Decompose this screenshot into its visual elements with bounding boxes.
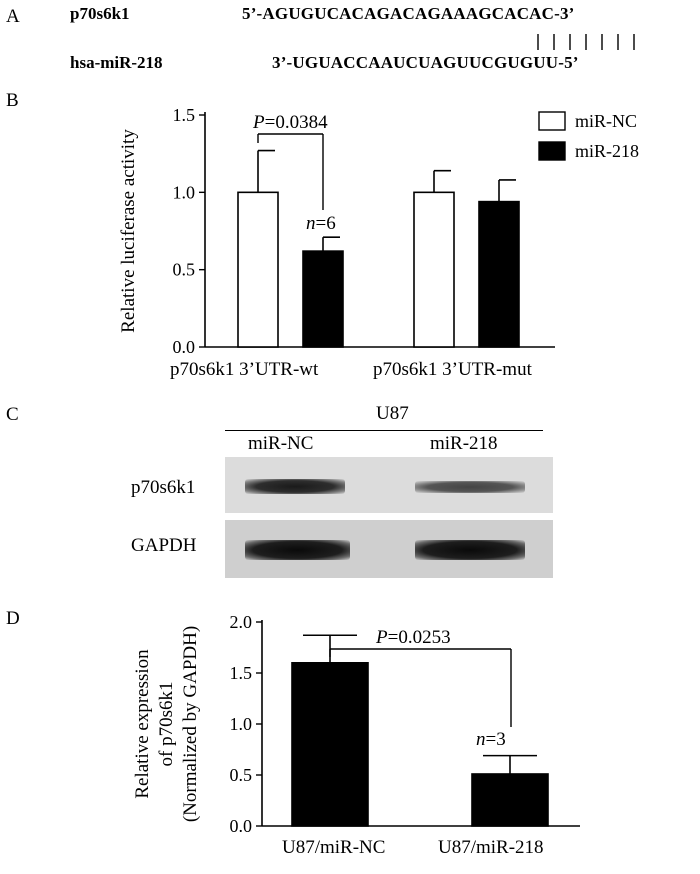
blot-row-label-gapdh: GAPDH <box>131 535 197 556</box>
bar <box>478 200 520 348</box>
luciferase-chart: 0.0 0.5 1.0 1.5 Relative luciferase activity… <box>118 105 639 380</box>
pairing-lines <box>537 34 635 50</box>
cell-line-bracket <box>225 430 543 431</box>
legend-swatch <box>538 111 566 131</box>
x-category-label: U87/miR-NC <box>282 837 385 858</box>
gene-sequence: 5’-AGUGUCACAGACAGAAAGCACAC-3’ <box>242 4 575 23</box>
lane-label-mir-nc: miR-NC <box>248 433 314 454</box>
expression-chart: 0.0 0.5 1.0 1.5 2.0 Relative expression of p70… <box>132 612 580 858</box>
y-tick-label: 0.5 <box>173 260 196 280</box>
y-tick-label: 0.0 <box>173 337 196 357</box>
y-tick-label: 1.0 <box>173 182 196 202</box>
gene-label: p70s6k1 <box>70 4 130 23</box>
n-label: n=6 <box>306 213 336 234</box>
panel-b-letter: B <box>6 90 19 111</box>
x-category-label: U87/miR-218 <box>438 837 544 858</box>
y-axis-label: of p70s6k1 <box>156 682 177 767</box>
bar <box>471 773 549 827</box>
x-group-label: p70s6k1 3’UTR-mut <box>373 359 533 380</box>
y-tick-label: 1.5 <box>230 663 253 683</box>
bar <box>291 662 369 827</box>
y-tick-label: 1.5 <box>173 105 196 125</box>
blot-gapdh <box>225 520 553 578</box>
cell-line-label: U87 <box>376 403 409 424</box>
panel-d-letter: D <box>6 608 20 629</box>
y-tick-label: 1.0 <box>230 714 253 734</box>
y-tick-label: 0.0 <box>230 816 253 836</box>
p-value-label: P=0.0253 <box>375 627 451 648</box>
lane-label-mir-218: miR-218 <box>430 433 498 454</box>
band-p70s6k1-mir-218 <box>415 481 525 493</box>
y-axis-label: Relative luciferase activity <box>118 129 139 333</box>
legend-label: miR-NC <box>575 111 637 131</box>
y-tick-label: 2.0 <box>230 612 253 632</box>
y-axis-label: (Normalized by GAPDH) <box>180 626 201 822</box>
p-value-label: P=0.0384 <box>252 112 328 133</box>
mirna-label: hsa-miR-218 <box>70 53 163 72</box>
legend-swatch <box>538 141 566 161</box>
y-axis-label: Relative expression <box>132 649 153 799</box>
blot-p70s6k1 <box>225 457 553 513</box>
n-label: n=3 <box>476 729 506 750</box>
mirna-sequence: 3’-UGUACCAAUCUAGUUCGUGUU-5’ <box>272 53 579 72</box>
bar <box>413 191 455 348</box>
x-group-label: p70s6k1 3’UTR-wt <box>170 359 319 380</box>
band-p70s6k1-mir-nc <box>245 479 345 494</box>
bar <box>237 191 279 348</box>
panel-c-letter: C <box>6 404 19 425</box>
panel-a-letter: A <box>6 6 20 27</box>
band-gapdh-mir-218 <box>415 540 525 560</box>
y-tick-label: 0.5 <box>230 765 253 785</box>
legend-label: miR-218 <box>575 141 639 161</box>
band-gapdh-mir-nc <box>245 540 350 560</box>
blot-row-label-p70s6k1: p70s6k1 <box>131 477 196 498</box>
bar <box>302 250 344 348</box>
